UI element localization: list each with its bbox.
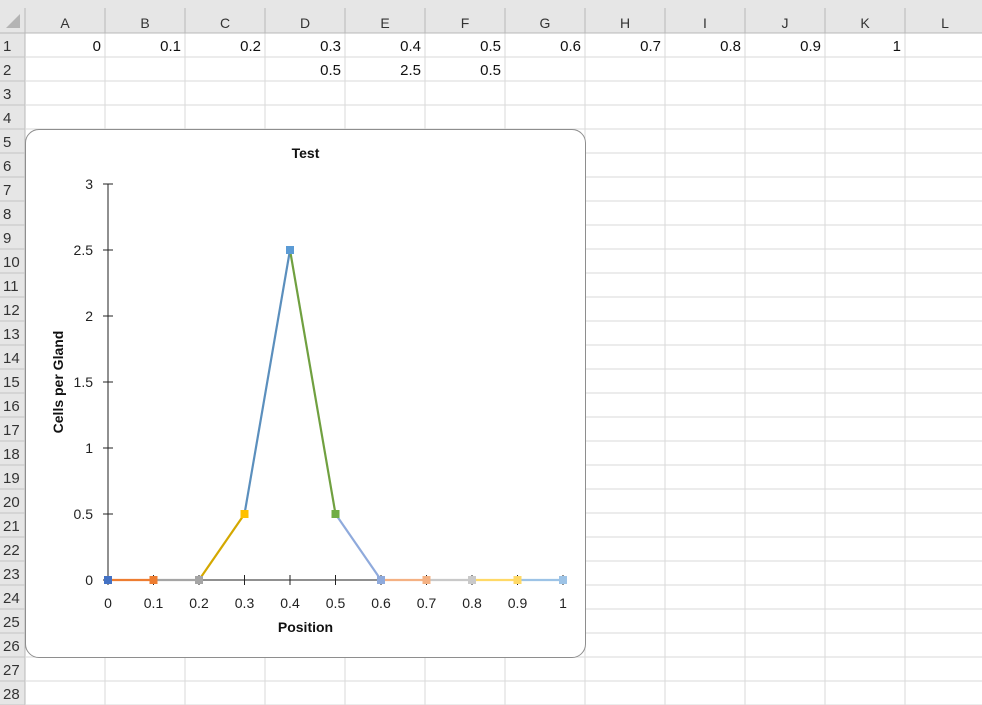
line-segment (198, 513, 246, 581)
row-header-4[interactable]: 4 (3, 110, 11, 127)
column-header-bar (0, 0, 982, 33)
data-point-marker (104, 576, 112, 584)
chart-area[interactable]: Test Position Cells per Gland 0 0.5 1 1.5 2 2.5 3… (25, 129, 586, 658)
data-point-marker (286, 246, 294, 254)
row-header-26[interactable]: 26 (3, 638, 20, 655)
column-header-H[interactable]: H (620, 15, 630, 31)
cell-E1[interactable]: 0.4 (400, 38, 421, 55)
column-header-I[interactable]: I (703, 15, 707, 31)
cell-F1[interactable]: 0.5 (480, 38, 501, 55)
data-point-marker (422, 576, 431, 584)
row-header-17[interactable]: 17 (3, 422, 20, 439)
data-point-marker (240, 510, 249, 518)
x-tick-label: 0 (104, 595, 112, 611)
x-tick-label: 1 (559, 595, 567, 611)
data-point-marker (559, 576, 567, 584)
data-point-marker (377, 576, 385, 584)
row-header-20[interactable]: 20 (3, 494, 20, 511)
cell-J1[interactable]: 0.9 (800, 38, 821, 55)
cell-K1[interactable]: 1 (893, 38, 901, 55)
x-axis-title: Position (278, 619, 333, 635)
line-segment (288, 249, 337, 515)
y-tick-label: 2.5 (74, 242, 94, 258)
y-tick-label: 0 (85, 572, 93, 588)
y-tick-label: 0.5 (74, 506, 94, 522)
cell-F2[interactable]: 0.5 (480, 62, 501, 79)
column-header-J[interactable]: J (782, 15, 789, 31)
row-header-2[interactable]: 2 (3, 62, 11, 79)
y-axis-title: Cells per Gland (50, 331, 66, 434)
x-tick-label: 0.5 (326, 595, 346, 611)
data-point-marker (468, 576, 476, 584)
column-header-F[interactable]: F (461, 15, 470, 31)
x-tick-label: 0.8 (462, 595, 482, 611)
row-header-25[interactable]: 25 (3, 614, 20, 631)
column-header-G[interactable]: G (540, 15, 551, 31)
x-tick-label: 0.6 (371, 595, 391, 611)
y-tick-label: 1 (85, 440, 93, 456)
line-segment (243, 249, 292, 515)
line-segment (334, 513, 382, 581)
chart-title: Test (292, 145, 320, 161)
select-all-icon[interactable] (6, 14, 20, 28)
row-header-8[interactable]: 8 (3, 206, 11, 223)
row-header-11[interactable]: 11 (3, 278, 19, 295)
row-header-10[interactable]: 10 (3, 254, 20, 271)
cell-B1[interactable]: 0.1 (160, 38, 181, 55)
row-header-14[interactable]: 14 (3, 350, 20, 367)
data-point-marker (513, 576, 522, 584)
row-header-1[interactable]: 1 (3, 38, 11, 55)
column-header-C[interactable]: C (220, 15, 230, 31)
row-header-23[interactable]: 23 (3, 566, 20, 583)
cell-I1[interactable]: 0.8 (720, 38, 741, 55)
cell-H1[interactable]: 0.7 (640, 38, 661, 55)
data-point-marker (195, 576, 203, 584)
cell-D1[interactable]: 0.3 (320, 38, 341, 55)
row-header-13[interactable]: 13 (3, 326, 20, 343)
row-header-27[interactable]: 27 (3, 662, 20, 679)
row-header-18[interactable]: 18 (3, 446, 20, 463)
row-header-24[interactable]: 24 (3, 590, 20, 607)
row-header-22[interactable]: 22 (3, 542, 20, 559)
row-header-21[interactable]: 21 (3, 518, 20, 535)
row-header-5[interactable]: 5 (3, 134, 11, 151)
row-header-28[interactable]: 28 (3, 686, 20, 703)
column-header-A[interactable]: A (60, 15, 70, 31)
cell-C1[interactable]: 0.2 (240, 38, 261, 55)
row-header-15[interactable]: 15 (3, 374, 20, 391)
column-header-B[interactable]: B (140, 15, 149, 31)
x-tick-label: 0.9 (508, 595, 528, 611)
cell-D2[interactable]: 0.5 (320, 62, 341, 79)
data-point-marker (149, 576, 158, 584)
x-tick-label: 0.3 (235, 595, 255, 611)
row-header-7[interactable]: 7 (3, 182, 11, 199)
y-tick-label: 2 (85, 308, 93, 324)
line-chart: Test Position Cells per Gland 0 0.5 1 1.5 2 2.5 3… (50, 145, 567, 635)
data-point-marker (331, 510, 340, 518)
row-header-12[interactable]: 12 (3, 302, 20, 319)
row-header-3[interactable]: 3 (3, 86, 11, 103)
cell-A1[interactable]: 0 (93, 38, 101, 55)
x-tick-label: 0.7 (417, 595, 437, 611)
row-header-19[interactable]: 19 (3, 470, 20, 487)
cell-G1[interactable]: 0.6 (560, 38, 581, 55)
column-header-K[interactable]: K (860, 15, 870, 31)
column-header-E[interactable]: E (380, 15, 389, 31)
column-header-D[interactable]: D (300, 15, 310, 31)
row-header-6[interactable]: 6 (3, 158, 11, 175)
x-tick-label: 0.2 (189, 595, 209, 611)
column-header-L[interactable]: L (941, 15, 949, 31)
row-header-16[interactable]: 16 (3, 398, 20, 415)
cell-E2[interactable]: 2.5 (400, 62, 421, 79)
y-tick-label: 1.5 (74, 374, 94, 390)
row-header-9[interactable]: 9 (3, 230, 11, 247)
x-tick-label: 0.1 (144, 595, 164, 611)
y-tick-label: 3 (85, 176, 93, 192)
x-tick-label: 0.4 (280, 595, 300, 611)
